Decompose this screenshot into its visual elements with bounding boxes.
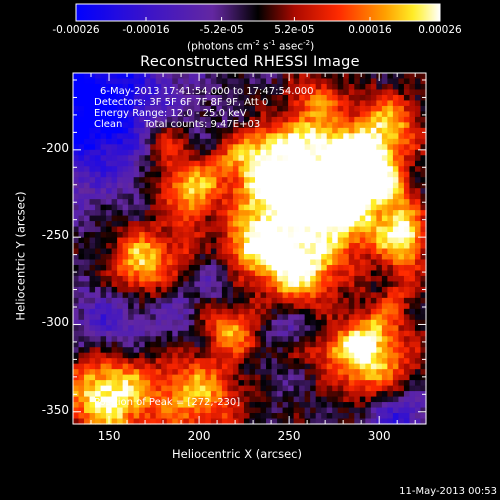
footer-date: 11-May-2013 00:53 (399, 486, 497, 497)
colorbar-frame (75, 3, 441, 22)
colorbar (76, 4, 440, 21)
colorbar-tick-label: -5.2e-05 (199, 24, 244, 36)
x-tick-label: 250 (277, 429, 301, 443)
annotation-peak: Position of Peak = [272,-230] (94, 397, 241, 408)
annotation-time-range: 6-May-2013 17:41:54.000 to 17:47:54.000 (100, 86, 314, 97)
annotation-counts: Total counts: 9.47E+03 (144, 119, 261, 130)
x-tick-label: 150 (97, 429, 121, 443)
x-tick-label: 200 (187, 429, 211, 443)
colorbar-tick-label: 5.2e-05 (274, 24, 315, 36)
plot-frame (72, 72, 427, 425)
chart-title: Reconstructed RHESSI Image (140, 54, 360, 70)
colorbar-units: (photons cm-2 s-1 asec-2) (187, 39, 315, 53)
colorbar-tick-label: 0.00016 (348, 24, 392, 36)
y-axis-label: Heliocentric Y (arcsec) (13, 191, 28, 321)
annotation-method: Clean (94, 119, 123, 130)
x-tick-label: 300 (367, 429, 391, 443)
colorbar-tick-label: -0.00016 (122, 24, 170, 36)
annotation-detectors: Detectors: 3F 5F 6F 7F 8F 9F, Att 0 (94, 97, 269, 108)
colorbar-tick-label: 0.00026 (418, 24, 462, 36)
y-tick-label: -300 (41, 315, 69, 330)
heatmap-image (73, 73, 427, 425)
y-tick-label: -250 (41, 228, 69, 243)
annotation-energy: Energy Range: 12.0 - 25.0 keV (94, 108, 247, 119)
x-axis-label: Heliocentric X (arcsec) (172, 447, 302, 461)
colorbar-tick-label: -0.00026 (52, 24, 100, 36)
y-tick-label: -200 (41, 140, 69, 155)
y-tick-label: -350 (41, 402, 69, 417)
